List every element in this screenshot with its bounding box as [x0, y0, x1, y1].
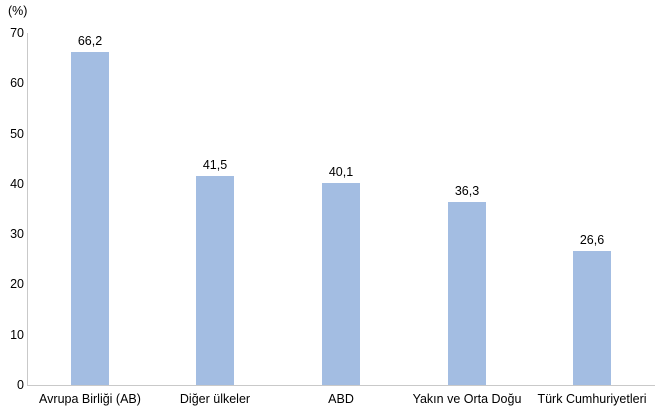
y-tick-label: 60	[10, 76, 24, 90]
y-tick-label: 10	[10, 328, 24, 342]
y-axis-unit-label: (%)	[8, 4, 28, 18]
bar	[573, 251, 611, 385]
y-tick-label: 70	[10, 26, 24, 40]
y-tick-label: 40	[10, 177, 24, 191]
y-tick-label: 30	[10, 227, 24, 241]
bar	[196, 176, 234, 385]
category-label: Diğer ülkeler	[179, 392, 251, 406]
category-label: ABD	[328, 392, 354, 406]
x-axis-line	[27, 385, 655, 386]
category-label: Yakın ve Orta Doğu	[412, 392, 522, 406]
y-tick-label: 0	[17, 378, 24, 392]
bar-value-label: 26,6	[579, 233, 605, 247]
bar	[322, 183, 360, 385]
bar-value-label: 66,2	[77, 34, 103, 48]
category-label: Avrupa Birliği (AB)	[39, 392, 141, 406]
bar	[448, 202, 486, 385]
category-label: Türk Cumhuriyetleri	[537, 392, 647, 406]
bar	[71, 52, 109, 385]
bar-value-label: 40,1	[328, 165, 354, 179]
y-tick-label: 50	[10, 127, 24, 141]
bar-value-label: 36,3	[454, 184, 480, 198]
y-axis-line	[27, 33, 28, 386]
y-tick-label: 20	[10, 277, 24, 291]
bar-value-label: 41,5	[202, 158, 228, 172]
